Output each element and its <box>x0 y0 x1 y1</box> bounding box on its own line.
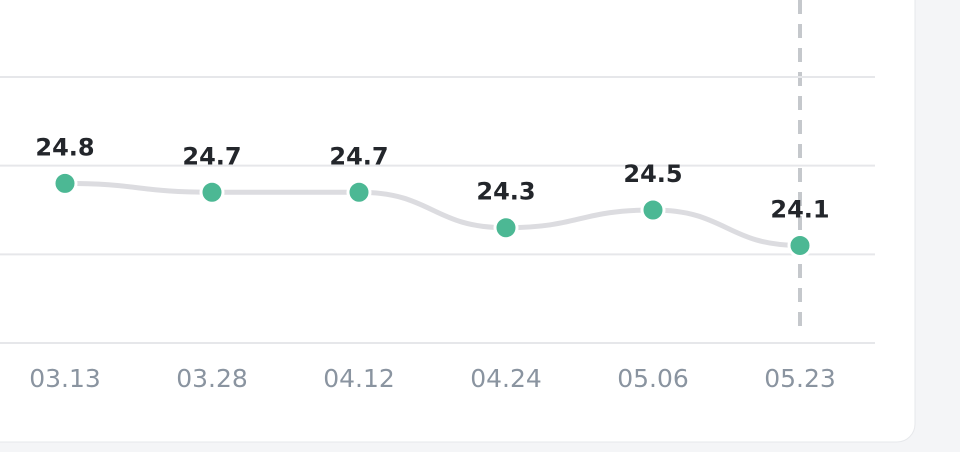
point <box>52 170 78 196</box>
x-tick-label: 04.24 <box>470 364 542 393</box>
point <box>199 179 225 205</box>
value-label: 24.3 <box>476 178 535 206</box>
x-tick-label: 05.06 <box>617 364 689 393</box>
x-tick-label: 04.12 <box>323 364 395 393</box>
line <box>64 180 801 248</box>
point <box>493 215 519 241</box>
point <box>787 232 813 258</box>
value-label: 24.7 <box>182 142 241 170</box>
point <box>640 197 666 223</box>
x-tick-label: 03.28 <box>176 364 248 393</box>
value-label: 24.1 <box>770 195 829 223</box>
value-label: 24.8 <box>35 133 94 161</box>
x-tick-label: 05.23 <box>764 364 836 393</box>
point <box>346 179 372 205</box>
value-label: 24.7 <box>329 142 388 170</box>
value-label: 24.5 <box>623 160 682 188</box>
x-tick-label: 03.13 <box>29 364 101 393</box>
